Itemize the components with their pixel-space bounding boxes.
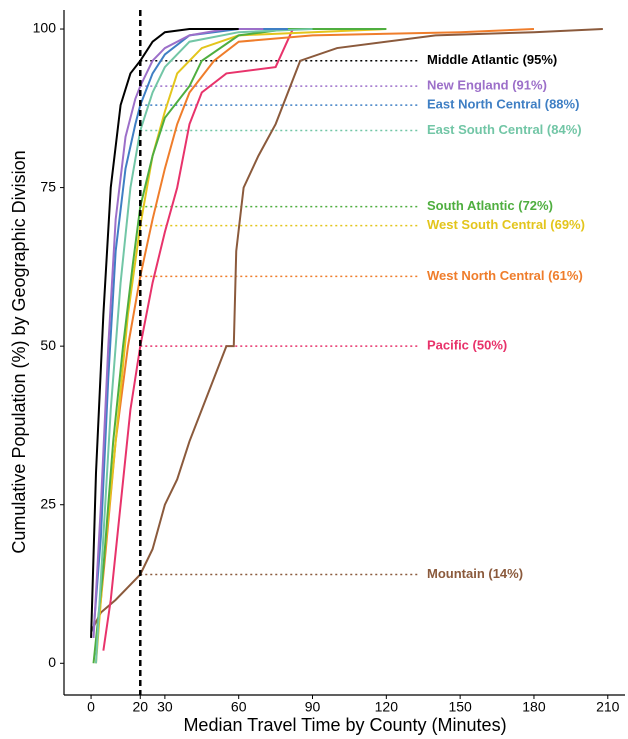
series-label: Pacific (50%): [427, 338, 507, 353]
y-tick-label: 100: [33, 20, 57, 36]
series-label: East North Central (88%): [427, 97, 579, 112]
series-label: West South Central (69%): [427, 217, 585, 232]
series-label: Middle Atlantic (95%): [427, 52, 557, 67]
series-line: [92, 28, 264, 638]
series-label: East South Central (84%): [427, 122, 582, 137]
x-tick-label: 90: [305, 699, 321, 715]
x-tick-label: 120: [375, 699, 399, 715]
series-line: [90, 28, 603, 633]
series-label: Mountain (14%): [427, 566, 523, 581]
x-tick-label: 180: [522, 699, 546, 715]
y-tick-label: 0: [48, 654, 56, 670]
series-line: [90, 28, 239, 638]
x-tick-label: 210: [596, 699, 620, 715]
series-line: [102, 28, 313, 651]
x-tick-label: 150: [448, 699, 472, 715]
y-tick-label: 75: [40, 178, 56, 194]
series-line: [92, 28, 387, 664]
x-tick-label: 20: [132, 699, 148, 715]
series-label: South Atlantic (72%): [427, 198, 553, 213]
y-tick-label: 50: [40, 337, 56, 353]
x-tick-label: 60: [231, 699, 247, 715]
x-tick-label: 30: [157, 699, 173, 715]
x-tick-label: 0: [87, 699, 95, 715]
y-axis-title: Cumulative Population (%) by Geographic …: [9, 150, 29, 553]
series-label: West North Central (61%): [427, 268, 583, 283]
x-axis-title: Median Travel Time by County (Minutes): [183, 715, 506, 735]
y-tick-label: 25: [40, 495, 56, 511]
series-label: New England (91%): [427, 78, 547, 93]
